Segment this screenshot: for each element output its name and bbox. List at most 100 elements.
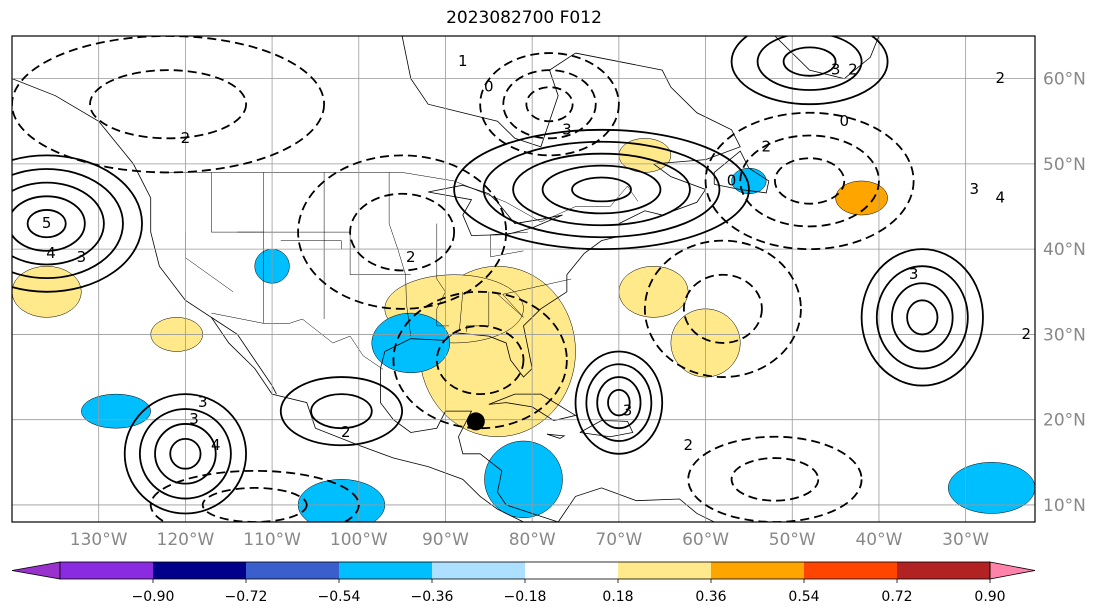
colorbar-bin — [339, 562, 432, 579]
colorbar-bin — [618, 562, 711, 579]
contour-label: 3 — [77, 248, 87, 266]
colorbar-extend-high — [989, 561, 1036, 580]
colorbar-bin — [804, 562, 897, 579]
colorbar-extend-low — [11, 561, 61, 580]
contour-label: 2 — [761, 137, 771, 155]
state-grid-6 — [436, 223, 449, 327]
pos-ne-trough-level-1 — [453, 128, 750, 251]
pos-central-atlantic-level-1 — [860, 248, 984, 387]
colorbar-tick-label: 0.90 — [974, 589, 1005, 605]
pos-north-atlantic-level-1 — [730, 36, 889, 106]
shade-texas-blue-outer — [371, 312, 451, 374]
pos-central-atlantic-level-2 — [875, 265, 969, 370]
pos-high-nw-pacific-level-3 — [12, 181, 105, 266]
lon-tick-label: 70°W — [595, 530, 642, 550]
coast-south-america — [557, 487, 716, 522]
pos-east-pacific-level-4 — [169, 437, 202, 470]
colorbar: −0.90 −0.72 −0.54 −0.36 −0.18 0.18 0.36 0.54 0.7… — [11, 561, 1036, 605]
contour-label: 0 — [839, 112, 849, 130]
contour-label: 4 — [211, 436, 221, 454]
pos-high-nw-pacific-level-5 — [26, 209, 67, 239]
colorbar-tick-label: −0.18 — [504, 589, 547, 605]
pos-central-atlantic-level-4 — [906, 299, 939, 336]
pos-east-pacific-level-1 — [123, 393, 247, 515]
contour-label: 3 — [189, 410, 199, 428]
neg-labrador-sea-level-2 — [739, 134, 880, 228]
lat-tick-label: 40°N — [1043, 240, 1086, 260]
lon-tick-labels: 130°W 120°W 110°W 100°W 90°W 80°W 70°W 60°W 50°W… — [70, 530, 989, 550]
pos-north-atlantic-level-2 — [756, 36, 863, 91]
state-grid-5 — [388, 172, 412, 337]
pos-caribbean-level-2 — [585, 363, 653, 442]
contour-label: 0 — [484, 78, 494, 96]
pos-high-nw-pacific-level-4 — [12, 195, 86, 252]
colorbar-tick-label: −0.36 — [411, 589, 454, 605]
colorbar-tick-label: 0.18 — [602, 589, 633, 605]
state-grid-7 — [459, 291, 464, 332]
pos-high-nw-pacific-level-1 — [12, 154, 143, 293]
neg-west-atlantic-level-1 — [643, 239, 802, 378]
pos-central-atlantic-level-3 — [891, 282, 954, 353]
contour-label: 4 — [46, 244, 56, 262]
storm-center — [466, 412, 485, 431]
pos-north-atlantic-level-3 — [782, 46, 837, 77]
contour-label: 5 — [42, 214, 52, 232]
coast-baja — [211, 317, 277, 395]
contour-label: 3 — [831, 61, 841, 79]
contour-label: 3 — [623, 402, 633, 420]
lon-tick-label: 80°W — [509, 530, 556, 550]
colorbar-bin — [525, 562, 618, 579]
neg-alaska-level-2 — [89, 69, 247, 140]
lon-tick-label: 110°W — [243, 530, 301, 550]
colorbar-tick-label: 0.36 — [695, 589, 726, 605]
contour-label: 2 — [181, 129, 191, 147]
neg-pacific-south-level-1 — [149, 469, 360, 522]
pos-caribbean-level-1 — [574, 350, 664, 455]
colorbar-bin — [60, 562, 153, 579]
colorbar-bin — [246, 562, 339, 579]
neg-labrador-sea-level-1 — [704, 111, 915, 251]
neg-great-lakes-level-2 — [349, 192, 456, 272]
pos-caribbean-level-3 — [596, 376, 642, 430]
state-grid-3 — [237, 231, 411, 275]
contour-label: 4 — [996, 189, 1006, 207]
lat-tick-label: 50°N — [1043, 155, 1086, 175]
border-us-mexico — [211, 312, 384, 370]
neg-alaska-level-1 — [12, 36, 325, 174]
contour-label: 2 — [341, 423, 351, 441]
marker-layer — [466, 412, 485, 431]
neg-tropical-atlantic-level-2 — [730, 457, 820, 502]
state-grid-9 — [494, 278, 572, 318]
neg-west-atlantic-level-2 — [682, 273, 763, 344]
state-grid-12 — [211, 172, 264, 233]
colorbar-tick-label: 0.54 — [788, 589, 819, 605]
neg-labrador-sea-level-3 — [774, 157, 846, 205]
lon-tick-label: 130°W — [70, 530, 128, 550]
pos-east-pacific-level-3 — [154, 423, 217, 485]
pos-ne-trough-level-3 — [512, 152, 691, 227]
coast-cuba — [488, 393, 577, 421]
contour-label: 2 — [683, 436, 693, 454]
contour-label: 2 — [1022, 325, 1032, 343]
colorbar-tick-label: −0.72 — [225, 589, 268, 605]
lat-tick-label: 10°N — [1043, 496, 1086, 516]
neg-quebec-level-3 — [525, 86, 574, 123]
chart-title: 2023082700 F012 — [446, 8, 602, 28]
border-us-canada — [159, 172, 639, 223]
lon-tick-label: 30°W — [942, 530, 989, 550]
neg-quebec-level-2 — [502, 69, 597, 140]
state-grid-10 — [490, 231, 528, 258]
neg-great-lakes-level-1 — [297, 154, 508, 310]
lat-tick-labels: 60°N 50°N 40°N 30°N 20°N 10°N — [1043, 70, 1086, 516]
coast-great-lakes — [428, 184, 563, 236]
coast-newfoundland — [713, 150, 770, 194]
contour-label: 3 — [909, 265, 919, 283]
contour-label: 2 — [406, 248, 416, 266]
contour-label: 1 — [458, 52, 468, 70]
colorbar-bin — [432, 562, 525, 579]
contour-label: 2 — [996, 69, 1006, 87]
lon-tick-label: 120°W — [157, 530, 215, 550]
neg-gulf-level-2 — [435, 324, 525, 396]
